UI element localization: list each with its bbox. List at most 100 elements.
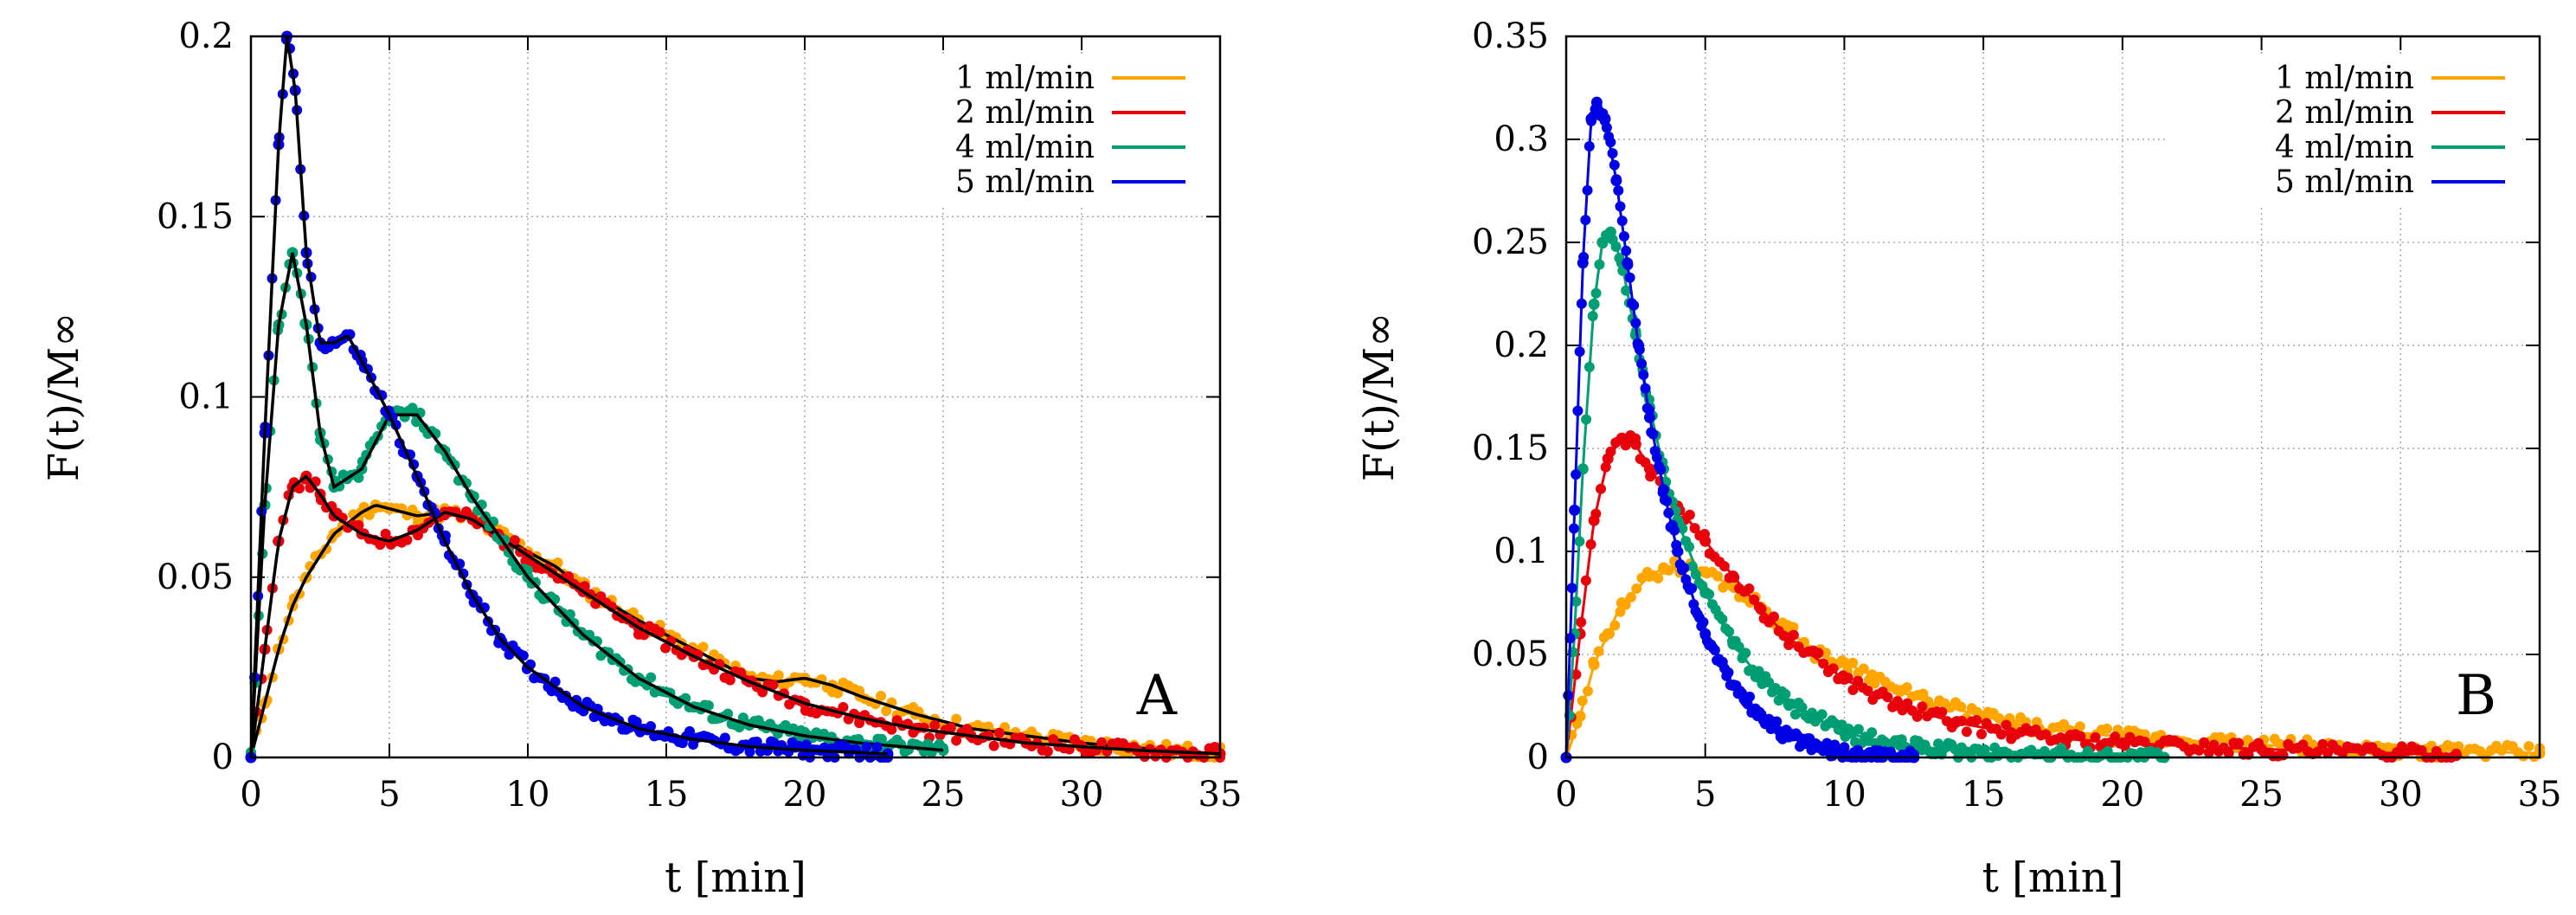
y-tick-label: 0.2 (1494, 325, 1549, 365)
y-tick-label: 0.35 (1472, 16, 1549, 56)
x-tick-label: 0 (240, 775, 261, 815)
y-tick-label: 0.2 (178, 16, 234, 56)
data-point (2317, 738, 2329, 750)
data-point (1847, 684, 1859, 695)
data-point (988, 740, 999, 751)
y-tick-label: 0.25 (1472, 222, 1549, 262)
data-point (1918, 688, 1929, 699)
data-point (1771, 716, 1783, 727)
series-4-ml-min (245, 247, 949, 764)
data-point (1653, 573, 1664, 584)
legend-label: 4 ml/min (955, 130, 1095, 165)
fit-curve (1564, 230, 2165, 759)
data-point (1828, 663, 1839, 674)
data-point (757, 686, 768, 698)
y-tick-label: 0 (1527, 738, 1549, 777)
fit-curve (249, 252, 944, 758)
data-point (1816, 709, 1828, 720)
data-point (1789, 709, 1801, 720)
x-tick-label: 5 (378, 775, 400, 815)
x-tick-label: 30 (2379, 775, 2423, 815)
y-tick-label: 0.15 (157, 197, 234, 236)
data-point (660, 642, 671, 654)
data-point (530, 577, 541, 588)
legend-label: 1 ml/min (2275, 61, 2414, 96)
data-point (1976, 728, 1987, 739)
data-point (2102, 723, 2112, 734)
data-point (768, 680, 779, 691)
y-tick-label: 0.1 (178, 377, 234, 417)
data-point (2523, 741, 2534, 752)
x-tick-label: 35 (1198, 775, 1243, 815)
data-point (1042, 745, 1053, 757)
legend-label: 1 ml/min (955, 61, 1095, 96)
data-point (2074, 721, 2085, 732)
series-1-ml-min (1560, 556, 2546, 764)
plot-frame (249, 35, 1222, 759)
y-tick-label: 0.3 (1494, 119, 1549, 159)
x-tick-label: 20 (2100, 775, 2144, 815)
data-point (1961, 726, 1972, 738)
x-tick-label: 30 (1060, 775, 1104, 815)
data-point (1853, 724, 1864, 735)
data-point (881, 706, 892, 717)
data-point (719, 732, 730, 744)
fit-curve (249, 36, 889, 758)
data-point (1911, 711, 1923, 722)
y-tick-label: 0.05 (157, 557, 234, 597)
legend-label: 2 ml/min (2275, 95, 2414, 131)
data-point (838, 701, 849, 712)
x-axis-label: t [min] (665, 854, 806, 902)
data-point (871, 742, 883, 753)
data-point (1780, 688, 1791, 699)
data-point (353, 472, 364, 483)
data-point (646, 672, 657, 683)
x-tick-label: 25 (922, 775, 966, 815)
x-tick-label: 15 (645, 775, 689, 815)
data-point (654, 627, 665, 638)
plot-frame (1564, 35, 2541, 759)
fit-curve (249, 474, 1221, 758)
data-point (724, 674, 736, 686)
data-point (2199, 737, 2210, 748)
fit-curve (1564, 102, 1914, 759)
panel-b-chart: 0 0.05 0.1 0.15 0.2 0.25 0.3 0.35 0 5 10 15 20 25 30 35… (1355, 16, 2561, 902)
x-tick-label: 25 (2239, 775, 2284, 815)
data-point (1937, 706, 1948, 718)
data-point (861, 741, 872, 752)
series-5-ml-min (1560, 96, 1920, 764)
y-tick-label: 0.15 (1472, 429, 1549, 468)
series-2-ml-min (1560, 429, 2463, 764)
data-point (945, 722, 956, 733)
data-point (697, 641, 709, 653)
legend-label: 2 ml/min (955, 95, 1095, 131)
data-point (832, 687, 844, 699)
data-point (2001, 719, 2012, 731)
fit-curve (1564, 436, 2457, 758)
data-point (1626, 591, 1636, 602)
x-axis-label: t [min] (1982, 854, 2124, 902)
legend-label: 5 ml/min (2275, 164, 2414, 200)
data-point (929, 719, 941, 731)
data-point (684, 725, 696, 737)
legend-label: 4 ml/min (2275, 130, 2414, 165)
y-tick-label: 0.05 (1472, 635, 1549, 674)
legend-label: 5 ml/min (955, 164, 1095, 200)
x-tick-label: 10 (506, 775, 550, 815)
x-tick-label: 5 (1694, 775, 1716, 815)
data-point (646, 721, 657, 732)
y-axis-label: F(t)/M∞ (1355, 313, 1404, 481)
data-point (951, 735, 962, 746)
x-tick-label: 10 (1822, 775, 1866, 815)
data-point (876, 733, 887, 744)
x-tick-label: 0 (1555, 775, 1577, 815)
data-point (1866, 727, 1878, 738)
x-tick-label: 20 (783, 775, 827, 815)
data-point (703, 700, 714, 712)
data-point (876, 690, 886, 701)
x-tick-label: 15 (1962, 775, 2006, 815)
data-point (2223, 748, 2234, 759)
x-tick-label: 35 (2518, 775, 2562, 815)
data-point (2203, 747, 2214, 758)
y-tick-label: 0.1 (1494, 532, 1549, 571)
